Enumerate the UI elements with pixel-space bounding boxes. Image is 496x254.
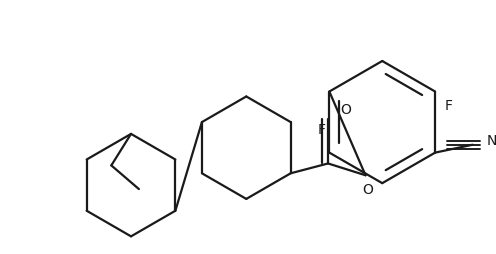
Text: O: O <box>340 103 351 117</box>
Text: N: N <box>487 134 496 148</box>
Text: O: O <box>362 183 373 197</box>
Text: F: F <box>317 123 325 137</box>
Text: F: F <box>445 99 453 114</box>
